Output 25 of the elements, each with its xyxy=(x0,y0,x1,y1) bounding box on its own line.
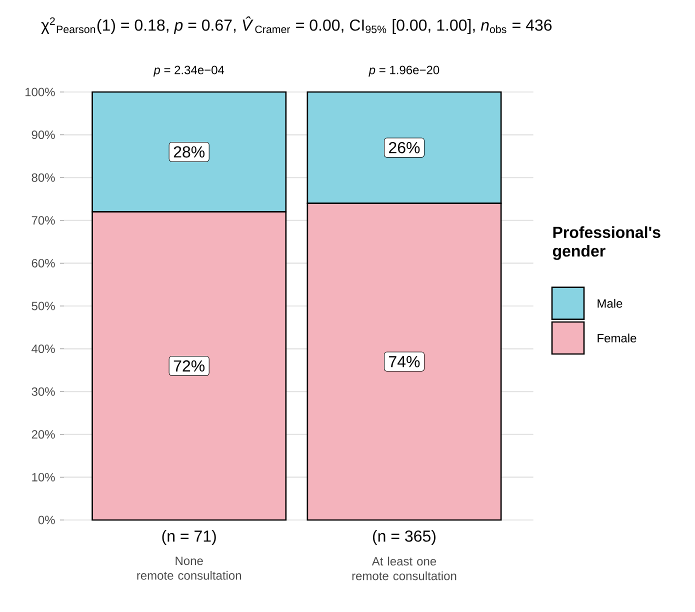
y-tick-label: 50% xyxy=(32,302,55,310)
data-label: 74% xyxy=(389,356,420,368)
annotation: p = 1.96e−20 xyxy=(368,66,440,77)
text: (n = 71) xyxy=(162,530,216,545)
data-label: 72% xyxy=(174,360,205,372)
x-tick-label: At least one remote consultation xyxy=(352,556,456,580)
y-tick-label: 20% xyxy=(32,430,55,439)
y-tick-label: 60% xyxy=(32,258,55,268)
y-tick-label: 0% xyxy=(38,516,55,524)
y-tick-label: 30% xyxy=(32,387,55,396)
y-tick-label: 40% xyxy=(32,344,55,354)
legend-title: Professional's gender xyxy=(552,226,660,260)
y-tick-label: 80% xyxy=(32,173,55,182)
y-tick-label: 70% xyxy=(32,216,55,225)
chart-title: χ$^{2}$$_{Pearson}$(1) = 0.18, p = 0.67, V̂$_{Cramer}$ = 0.00, CI$_{95%}$ [0.00, 1.00], n$_{obs}$ = 436 xyxy=(41,16,552,34)
annotation: p = 2.34e−04 xyxy=(153,66,224,77)
y-tick-label: 100% xyxy=(26,88,55,96)
y-tick-label: 90% xyxy=(32,130,55,140)
data-label: 28% xyxy=(174,146,205,158)
text: (n = 365) xyxy=(372,530,436,545)
x-tick-label: None remote consultation xyxy=(137,556,241,580)
text: Male xyxy=(598,298,622,308)
text: Female xyxy=(598,334,636,342)
y-tick-label: 10% xyxy=(32,472,55,482)
data-label: 26% xyxy=(389,142,420,154)
